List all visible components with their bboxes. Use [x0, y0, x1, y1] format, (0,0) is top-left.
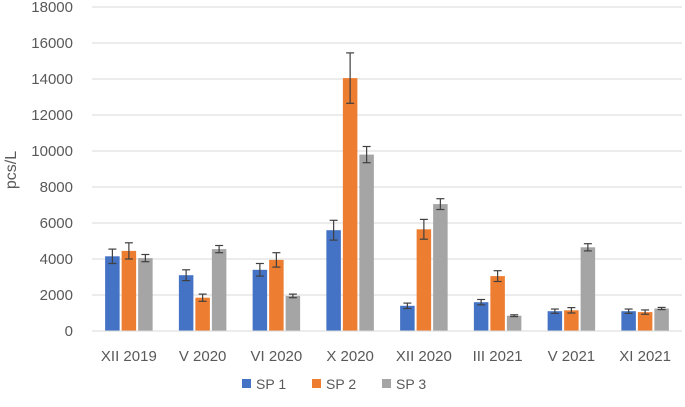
x-category-label: X 2020: [326, 348, 374, 365]
x-category-label: VI 2020: [251, 348, 303, 365]
y-tick-label: 10000: [31, 143, 73, 160]
bar-sp3-2: [285, 295, 301, 331]
y-tick-label: 4000: [40, 251, 73, 268]
bar-sp2-3: [342, 78, 358, 331]
bar-sp1-0: [105, 256, 120, 331]
legend-label: SP 3: [396, 376, 426, 392]
y-tick-label: 6000: [40, 215, 73, 232]
x-category-label: III 2021: [473, 348, 523, 365]
bar-sp3-7: [654, 308, 669, 331]
x-category-label: XII 2019: [101, 348, 157, 365]
legend-label: SP 1: [256, 376, 286, 392]
bar-sp2-0: [121, 250, 137, 331]
legend-label: SP 2: [326, 376, 356, 392]
bar-sp2-4: [416, 229, 432, 331]
bar-sp1-5: [473, 302, 489, 331]
bar-sp3-3: [359, 154, 374, 331]
error-bars: [108, 52, 666, 318]
y-tick-label: 8000: [40, 179, 73, 196]
y-tick-label: 18000: [31, 0, 73, 16]
bar-sp3-5: [506, 315, 522, 331]
y-axis-title: pcs/L: [3, 151, 20, 189]
bar-sp2-6: [564, 310, 579, 331]
x-category-label: V 2021: [548, 348, 596, 365]
x-category-label: XII 2020: [396, 348, 452, 365]
gridlines: [92, 6, 682, 296]
legend-swatch-sp1: [242, 379, 251, 388]
y-tick-label: 0: [65, 323, 73, 340]
y-tick-label: 2000: [40, 287, 73, 304]
y-tick-label: 14000: [31, 71, 73, 88]
y-axis-ticks: 0 2000 4000 6000 8000 10000 12000 14000 16000 180…: [31, 0, 73, 340]
bars: [105, 78, 669, 331]
bar-sp3-0: [138, 258, 153, 331]
bar-sp2-5: [490, 276, 505, 331]
bar-sp1-1: [178, 275, 194, 331]
bar-sp1-3: [326, 230, 341, 331]
legend-swatch-sp2: [312, 379, 321, 388]
legend: SP 1 SP 2 SP 3: [242, 376, 426, 392]
legend-swatch-sp3: [382, 379, 391, 388]
bar-sp2-7: [637, 312, 653, 331]
bar-sp2-1: [195, 297, 210, 331]
x-category-label: V 2020: [179, 348, 227, 365]
bar-sp3-1: [211, 249, 227, 331]
bar-sp1-7: [621, 311, 636, 331]
bar-sp1-4: [400, 305, 415, 331]
bar-sp2-2: [269, 259, 284, 331]
x-axis-categories: XII 2019 V 2020 VI 2020 X 2020 XII 2020 III 2…: [101, 348, 671, 365]
bar-sp1-2: [252, 269, 268, 331]
y-tick-label: 12000: [31, 107, 73, 124]
bar-sp3-4: [433, 204, 448, 331]
y-tick-label: 16000: [31, 35, 73, 52]
bar-sp3-6: [580, 247, 596, 331]
bar-sp1-6: [547, 311, 563, 331]
x-category-label: XI 2021: [619, 348, 671, 365]
